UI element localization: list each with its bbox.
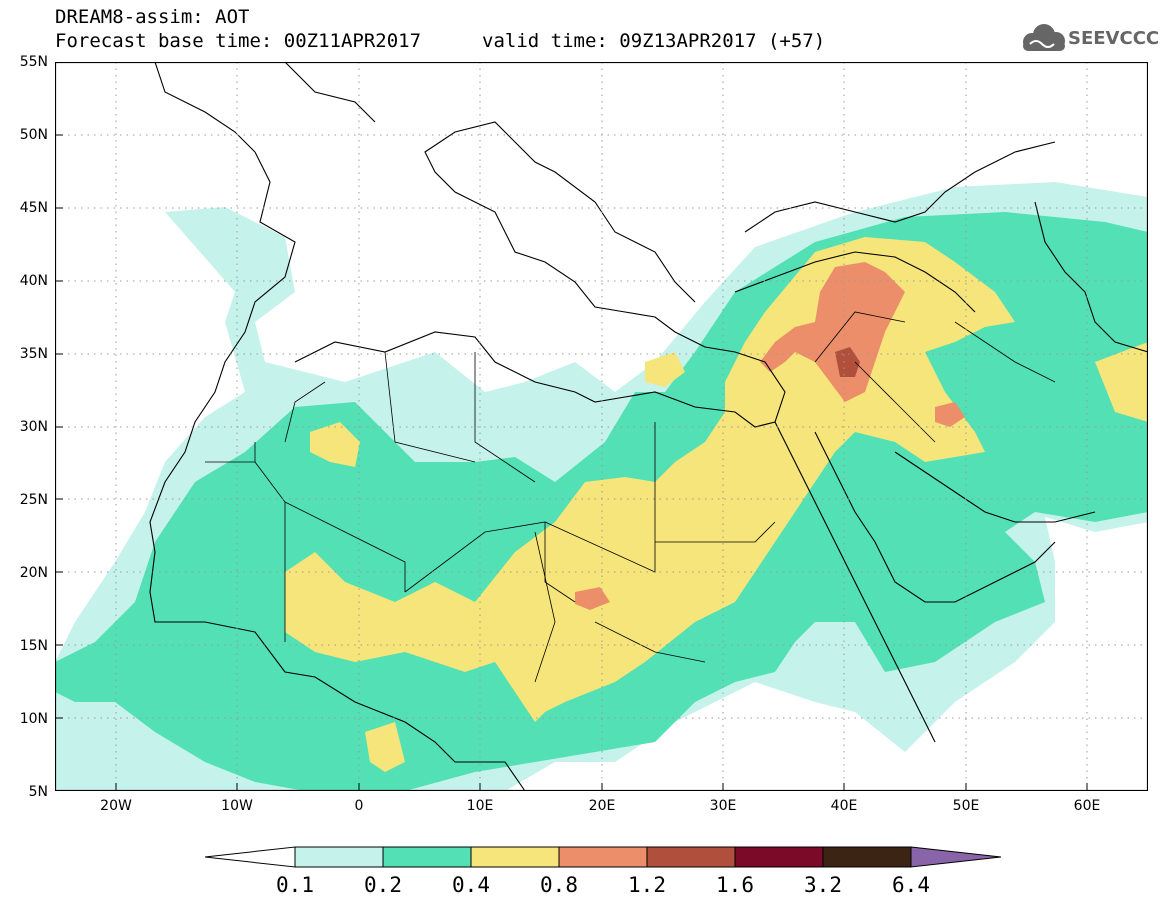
colorbar-label: 0.2 (364, 873, 402, 897)
colorbar-swatch (558, 846, 648, 868)
colorbar-label: 0.4 (452, 873, 490, 897)
lat-label: 25N (19, 492, 48, 508)
graticule (55, 62, 1148, 791)
lat-label: 55N (19, 54, 48, 70)
colorbar-swatch (294, 846, 384, 868)
lat-label: 20N (19, 565, 48, 581)
lon-label: 10E (466, 798, 494, 814)
aot-field-0-4 (645, 352, 685, 387)
lat-label: 10N (19, 711, 48, 727)
lat-label: 5N (28, 784, 48, 800)
lon-label: 60E (1073, 798, 1101, 814)
valid-time: valid time: 09Z13APR2017 (+57) (482, 30, 826, 52)
coastlines (149, 62, 1148, 791)
colorbar-swatch (822, 846, 912, 868)
colorbar-under-triangle (205, 846, 296, 868)
axis-ticks (55, 134, 1088, 791)
colorbar-over-triangle (910, 846, 1001, 868)
lon-label: 50E (952, 798, 980, 814)
cloud-logo-icon (1023, 24, 1065, 51)
country-borders (205, 311, 1056, 683)
aot-field-0-4 (365, 722, 405, 772)
map-title: DREAM8-assim: AOT (55, 6, 250, 28)
colorbar-label: 1.6 (716, 873, 754, 897)
aot-field-0-8 (760, 262, 905, 402)
lon-label: 10W (221, 798, 253, 814)
aot-field-0-8 (935, 402, 965, 427)
colorbar-label: 6.4 (892, 873, 930, 897)
aot-field-0-8 (575, 587, 610, 610)
lon-label: 20E (588, 798, 616, 814)
colorbar-label: 1.2 (628, 873, 666, 897)
lon-label: 40E (830, 798, 858, 814)
lat-label: 40N (19, 273, 48, 289)
lat-label: 35N (19, 346, 48, 362)
aot-map (55, 62, 1148, 791)
colorbar-swatch (382, 846, 472, 868)
aot-field-0-4 (310, 422, 360, 467)
colorbar-swatch (470, 846, 560, 868)
lat-label: 30N (19, 419, 48, 435)
lon-label: 0 (354, 798, 364, 814)
aot-field-1-2 (835, 347, 860, 377)
aot-field-0-4 (1095, 342, 1148, 422)
colorbar-swatch (646, 846, 736, 868)
lat-label: 45N (19, 200, 48, 216)
forecast-base-time: Forecast base time: 00Z11APR2017 (55, 30, 422, 52)
colorbar-label: 0.8 (540, 873, 578, 897)
colorbar (205, 846, 1001, 868)
logo-text: SEEVCCC (1068, 28, 1160, 49)
colorbar-label: 0.1 (276, 873, 314, 897)
lat-label: 50N (19, 127, 48, 143)
colorbar-swatch (734, 846, 824, 868)
lon-label: 20W (100, 798, 132, 814)
lat-label: 15N (19, 638, 48, 654)
lon-label: 30E (709, 798, 737, 814)
map-border (55, 62, 1148, 791)
colorbar-label: 3.2 (804, 873, 842, 897)
